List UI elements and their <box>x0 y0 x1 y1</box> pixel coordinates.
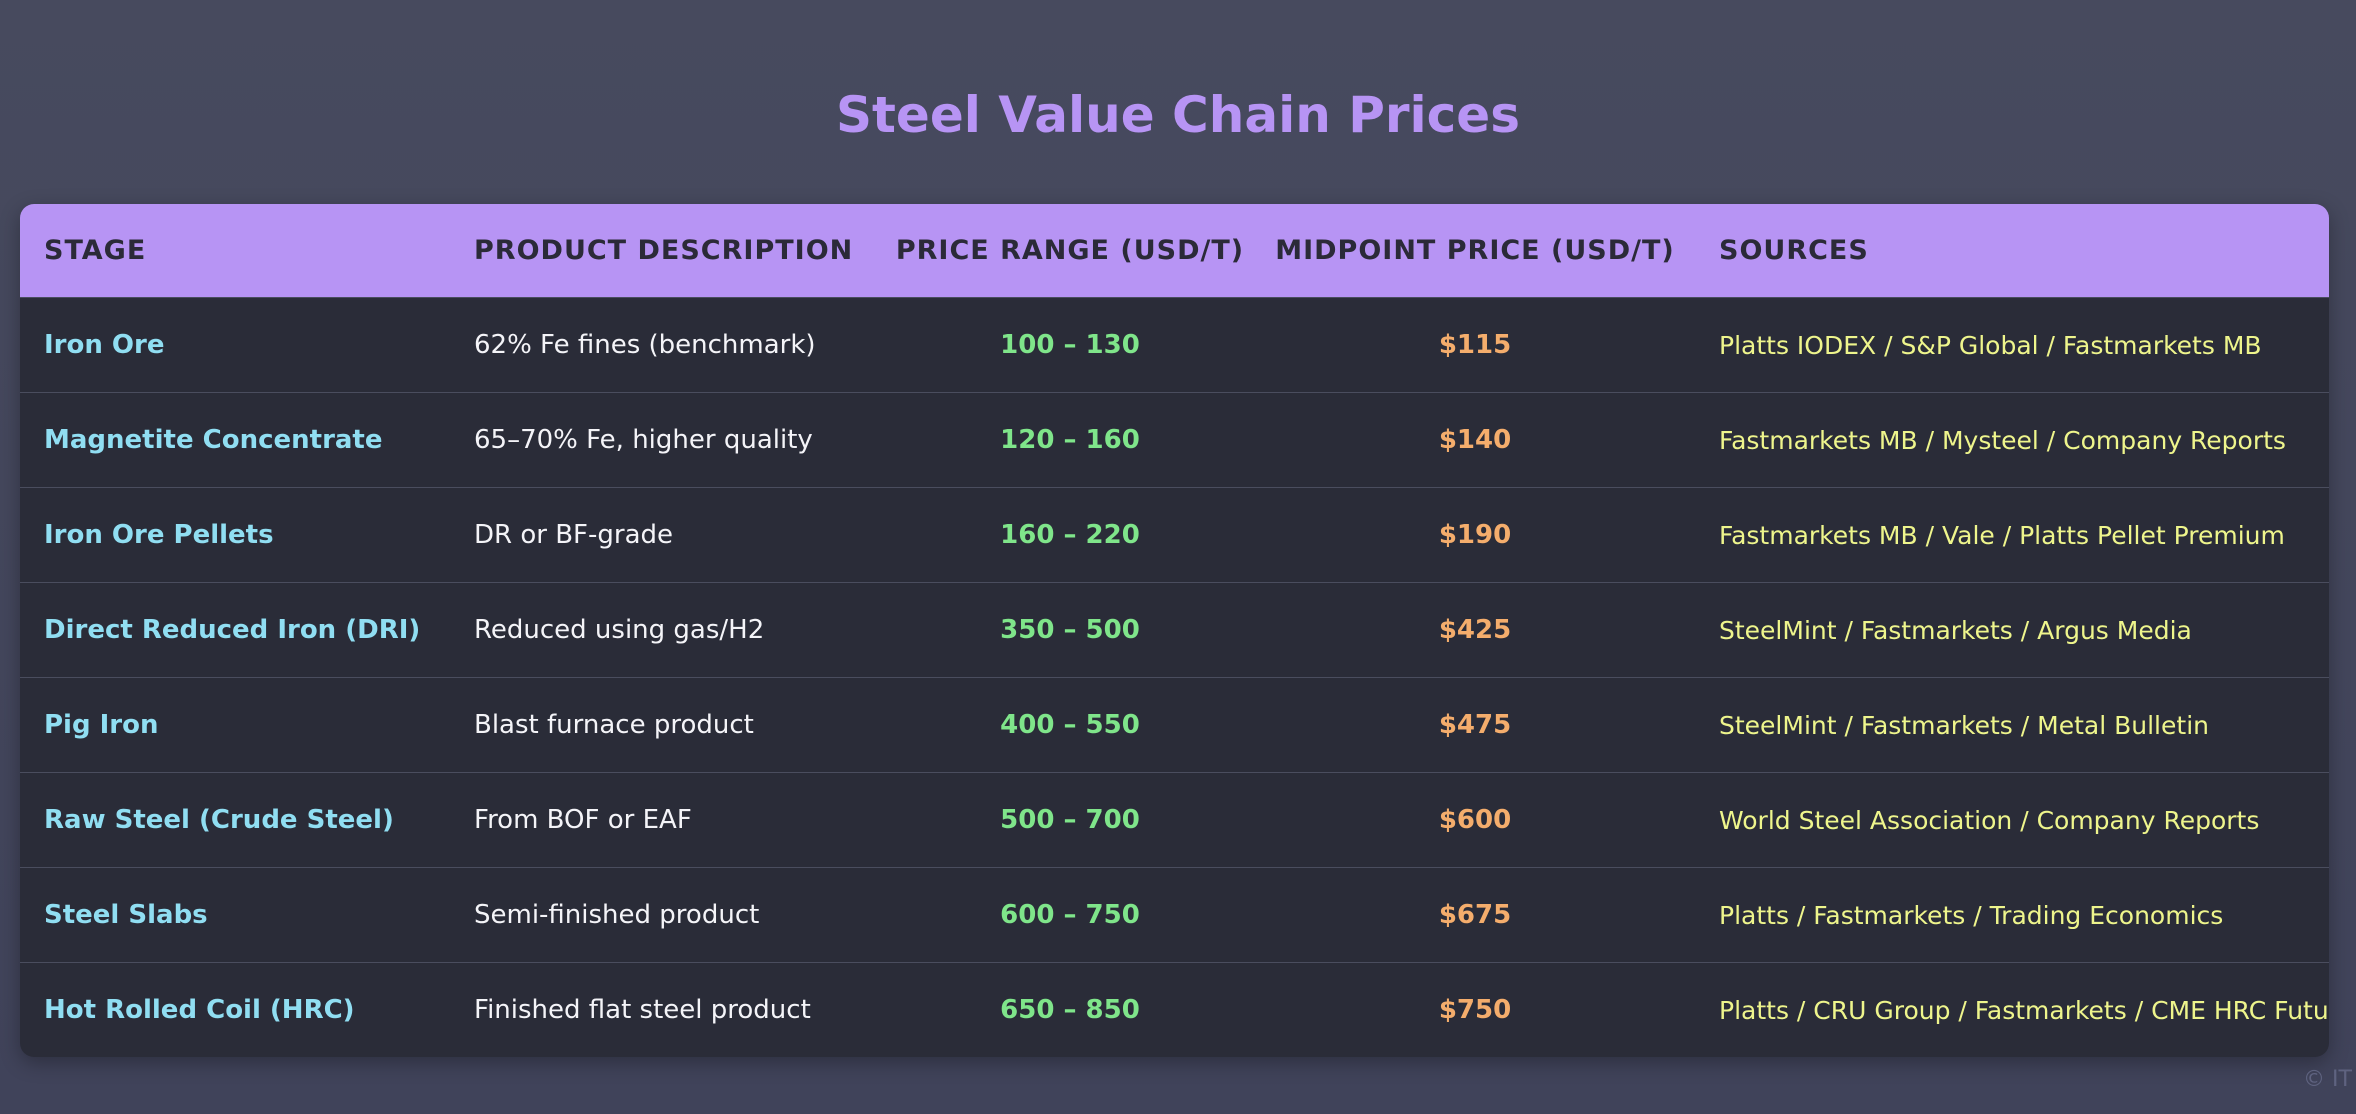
price-range-cell: 650 – 850 <box>885 962 1255 1057</box>
midpoint-cell: $750 <box>1255 962 1695 1057</box>
table-row: Hot Rolled Coil (HRC) Finished flat steel… <box>20 962 2329 1057</box>
column-header: PRICE RANGE (USD/T) <box>885 204 1255 298</box>
stage-cell: Steel Slabs <box>20 867 450 963</box>
table-body: Iron Ore 62% Fe fines (benchmark) 100 – 13… <box>20 297 2329 1057</box>
description-cell: DR or BF-grade <box>450 487 885 583</box>
sources-cell: SteelMint / Fastmarkets / Metal Bulletin <box>1695 677 2329 773</box>
stage-cell: Iron Ore <box>20 297 450 393</box>
stage-cell: Iron Ore Pellets <box>20 487 450 583</box>
price-range-cell: 120 – 160 <box>885 392 1255 488</box>
midpoint-cell: $140 <box>1255 392 1695 488</box>
table-row: Steel Slabs Semi-finished product 600 – 75… <box>20 867 2329 963</box>
table-row: Magnetite Concentrate 65–70% Fe, higher q… <box>20 392 2329 488</box>
description-cell: From BOF or EAF <box>450 772 885 868</box>
table-head: STAGE PRODUCT DESCRIPTION PRICE RANGE (USD… <box>20 204 2329 298</box>
column-header: SOURCES <box>1695 204 2329 298</box>
midpoint-cell: $600 <box>1255 772 1695 868</box>
sources-cell: SteelMint / Fastmarkets / Argus Media <box>1695 582 2329 678</box>
sources-cell: Platts / Fastmarkets / Trading Economics <box>1695 867 2329 963</box>
description-cell: Finished flat steel product <box>450 962 885 1057</box>
midpoint-cell: $675 <box>1255 867 1695 963</box>
table-row: Iron Ore Pellets DR or BF-grade 160 – 220 $… <box>20 487 2329 583</box>
stage-cell: Raw Steel (Crude Steel) <box>20 772 450 868</box>
description-cell: 62% Fe fines (benchmark) <box>450 297 885 393</box>
footer: © IT <box>2303 1067 2352 1092</box>
midpoint-cell: $190 <box>1255 487 1695 583</box>
description-cell: Blast furnace product <box>450 677 885 773</box>
page-title: Steel Value Chain Prices <box>836 86 1520 144</box>
price-range-cell: 160 – 220 <box>885 487 1255 583</box>
sources-cell: Platts / CRU Group / Fastmarkets / CME H… <box>1695 962 2329 1057</box>
price-range-cell: 350 – 500 <box>885 582 1255 678</box>
midpoint-cell: $475 <box>1255 677 1695 773</box>
header-row: STAGE PRODUCT DESCRIPTION PRICE RANGE (USD… <box>20 204 2329 298</box>
price-range-cell: 600 – 750 <box>885 867 1255 963</box>
stage-cell: Direct Reduced Iron (DRI) <box>20 582 450 678</box>
table-card: STAGE PRODUCT DESCRIPTION PRICE RANGE (USD… <box>20 204 2329 1057</box>
sources-cell: Platts IODEX / S&P Global / Fastmarkets … <box>1695 297 2329 393</box>
description-cell: Semi-finished product <box>450 867 885 963</box>
column-header: MIDPOINT PRICE (USD/T) <box>1255 204 1695 298</box>
description-cell: Reduced using gas/H2 <box>450 582 885 678</box>
sources-cell: Fastmarkets MB / Vale / Platts Pellet Pr… <box>1695 487 2329 583</box>
stage-cell: Pig Iron <box>20 677 450 773</box>
price-table: STAGE PRODUCT DESCRIPTION PRICE RANGE (USD… <box>20 204 2329 1057</box>
midpoint-cell: $115 <box>1255 297 1695 393</box>
price-range-cell: 400 – 550 <box>885 677 1255 773</box>
stage-cell: Magnetite Concentrate <box>20 392 450 488</box>
table-row: Raw Steel (Crude Steel) From BOF or EAF 50… <box>20 772 2329 868</box>
sources-cell: World Steel Association / Company Report… <box>1695 772 2329 868</box>
price-range-cell: 100 – 130 <box>885 297 1255 393</box>
table-row: Iron Ore 62% Fe fines (benchmark) 100 – 13… <box>20 297 2329 393</box>
price-range-cell: 500 – 700 <box>885 772 1255 868</box>
table-row: Pig Iron Blast furnace product 400 – 550 $4… <box>20 677 2329 773</box>
description-cell: 65–70% Fe, higher quality <box>450 392 885 488</box>
sources-cell: Fastmarkets MB / Mysteel / Company Repor… <box>1695 392 2329 488</box>
midpoint-cell: $425 <box>1255 582 1695 678</box>
stage-cell: Hot Rolled Coil (HRC) <box>20 962 450 1057</box>
column-header: PRODUCT DESCRIPTION <box>450 204 885 298</box>
column-header: STAGE <box>20 204 450 298</box>
table-row: Direct Reduced Iron (DRI) Reduced using g… <box>20 582 2329 678</box>
